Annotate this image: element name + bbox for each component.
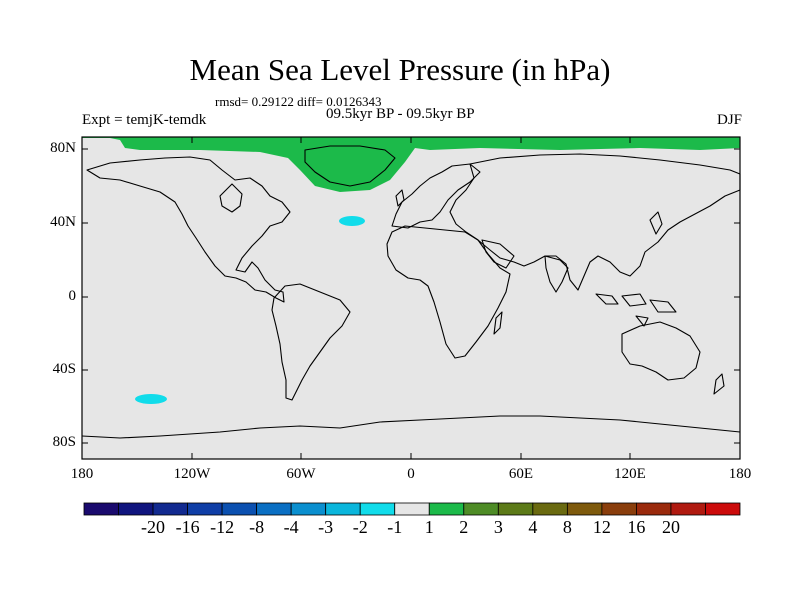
season-label: DJF xyxy=(716,112,742,128)
y-tick-marks xyxy=(82,148,740,444)
colorbar-label: -8 xyxy=(249,517,265,537)
colorbar-label: -3 xyxy=(318,517,334,537)
colorbar-label: -12 xyxy=(210,517,235,537)
colorbar-swatch xyxy=(187,502,223,516)
colorbar-swatch xyxy=(359,502,396,516)
y-tick-label: 40N xyxy=(50,214,76,230)
negative-anomaly-north-atlantic xyxy=(339,216,365,226)
colorbar-swatch xyxy=(428,502,465,516)
colorbar-label: -4 xyxy=(283,517,299,537)
colorbar-swatch xyxy=(601,502,637,516)
y-tick-label: 80S xyxy=(52,434,76,450)
x-tick-marks xyxy=(81,137,741,459)
colorbar-label: 12 xyxy=(592,517,611,537)
colorbar-swatch xyxy=(636,502,672,516)
x-tick-label: 0 xyxy=(407,466,415,482)
colorbar-swatch xyxy=(705,502,741,516)
positive-anomaly-region xyxy=(82,137,740,192)
colorbar-label: 20 xyxy=(661,517,680,537)
colorbar-swatch xyxy=(83,502,119,516)
period-line: 09.5kyr BP - 09.5kyr BP xyxy=(326,106,475,122)
colorbar-label: -20 xyxy=(141,517,166,537)
x-tick-label: 60W xyxy=(286,466,316,482)
x-tick-label: 60E xyxy=(508,466,534,482)
colorbar-swatch xyxy=(497,502,534,516)
x-tick-label: 120E xyxy=(614,466,646,482)
colorbar-swatch xyxy=(256,502,292,516)
colorbar-swatch xyxy=(670,502,706,516)
colorbar-label: 3 xyxy=(493,517,503,537)
colorbar-swatch xyxy=(325,502,361,516)
map-background xyxy=(82,137,740,459)
y-tick-label: 0 xyxy=(68,288,77,304)
negative-anomaly-south-pacific xyxy=(135,394,167,404)
experiment-label: Expt = temjK-temdk xyxy=(82,112,207,128)
colorbar-swatch xyxy=(566,502,603,516)
colorbar-label: -2 xyxy=(352,517,368,537)
colorbar-label: 2 xyxy=(459,517,469,537)
colorbar-swatch xyxy=(152,502,188,516)
colorbar-label: -1 xyxy=(387,517,403,537)
y-tick-label: 40S xyxy=(52,361,76,377)
map-title: Mean Sea Level Pressure (in hPa) xyxy=(189,52,611,87)
colorbar-swatch xyxy=(532,502,568,516)
y-tick-label: 80N xyxy=(50,140,76,156)
x-tick-label: 120W xyxy=(173,466,211,482)
colorbar-label: 4 xyxy=(528,517,538,537)
colorbar-swatch xyxy=(290,502,327,516)
coastlines xyxy=(81,145,741,439)
x-tick-label: 180 xyxy=(70,466,94,482)
colorbar-swatch xyxy=(118,502,154,516)
colorbar-label: -16 xyxy=(175,517,200,537)
colorbar xyxy=(83,502,741,516)
stats-line: rmsd= 0.29122 diff= 0.0126343 xyxy=(215,94,382,109)
colorbar-swatch xyxy=(394,502,430,516)
x-tick-label: 180 xyxy=(728,466,752,482)
colorbar-label: 1 xyxy=(424,517,434,537)
colorbar-swatch xyxy=(463,502,499,516)
colorbar-swatch xyxy=(221,502,258,516)
colorbar-label: 16 xyxy=(627,517,646,537)
colorbar-label: 8 xyxy=(562,517,572,537)
